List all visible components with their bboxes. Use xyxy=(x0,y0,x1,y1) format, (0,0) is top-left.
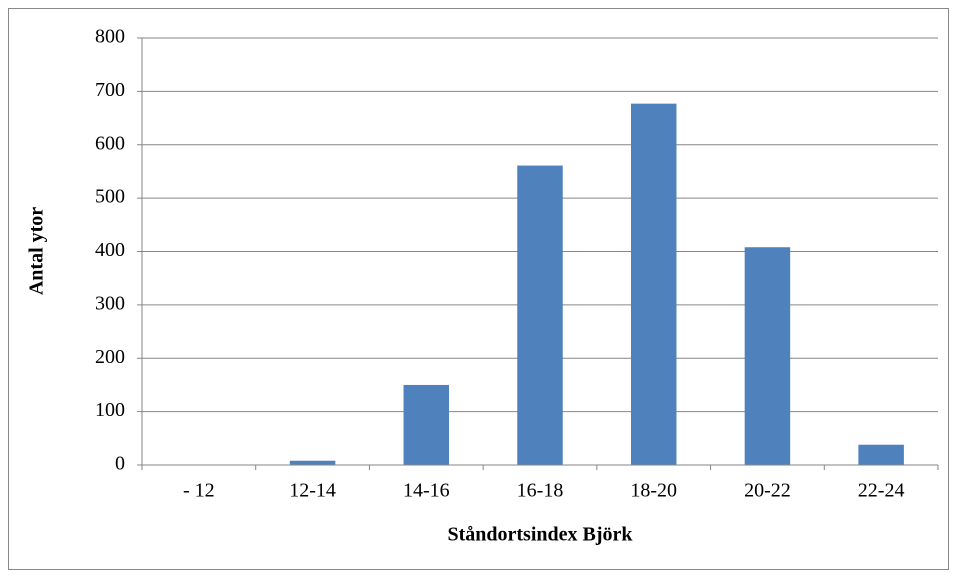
y-axis-title: Antal ytor xyxy=(26,207,48,295)
x-tick-label: 20-22 xyxy=(744,480,791,502)
y-tick-label: 700 xyxy=(95,79,125,101)
x-tick-label: 22-24 xyxy=(858,480,905,502)
bar xyxy=(289,460,336,465)
y-tick-label: 400 xyxy=(95,239,125,261)
y-tick-label: 600 xyxy=(95,132,125,154)
y-tick-label: 500 xyxy=(95,186,125,208)
x-axis-title: Ståndortsindex Björk xyxy=(447,524,633,546)
x-tick-label: 12-14 xyxy=(289,480,336,502)
bar xyxy=(403,384,450,465)
y-tick-label: 0 xyxy=(115,453,125,475)
y-tick-label: 800 xyxy=(95,26,125,48)
y-tick-label: 100 xyxy=(95,399,125,421)
y-tick-label: 200 xyxy=(95,346,125,368)
bar xyxy=(517,165,563,465)
bar xyxy=(744,247,791,465)
bar xyxy=(858,444,904,465)
y-tick-label: 300 xyxy=(95,292,125,314)
chart-frame xyxy=(8,8,949,570)
x-tick-label: - 12 xyxy=(183,480,215,502)
x-tick-label: 14-16 xyxy=(403,480,450,502)
x-tick-label: 16-18 xyxy=(517,480,564,502)
x-tick-label: 18-20 xyxy=(630,480,677,502)
bar xyxy=(630,103,677,466)
